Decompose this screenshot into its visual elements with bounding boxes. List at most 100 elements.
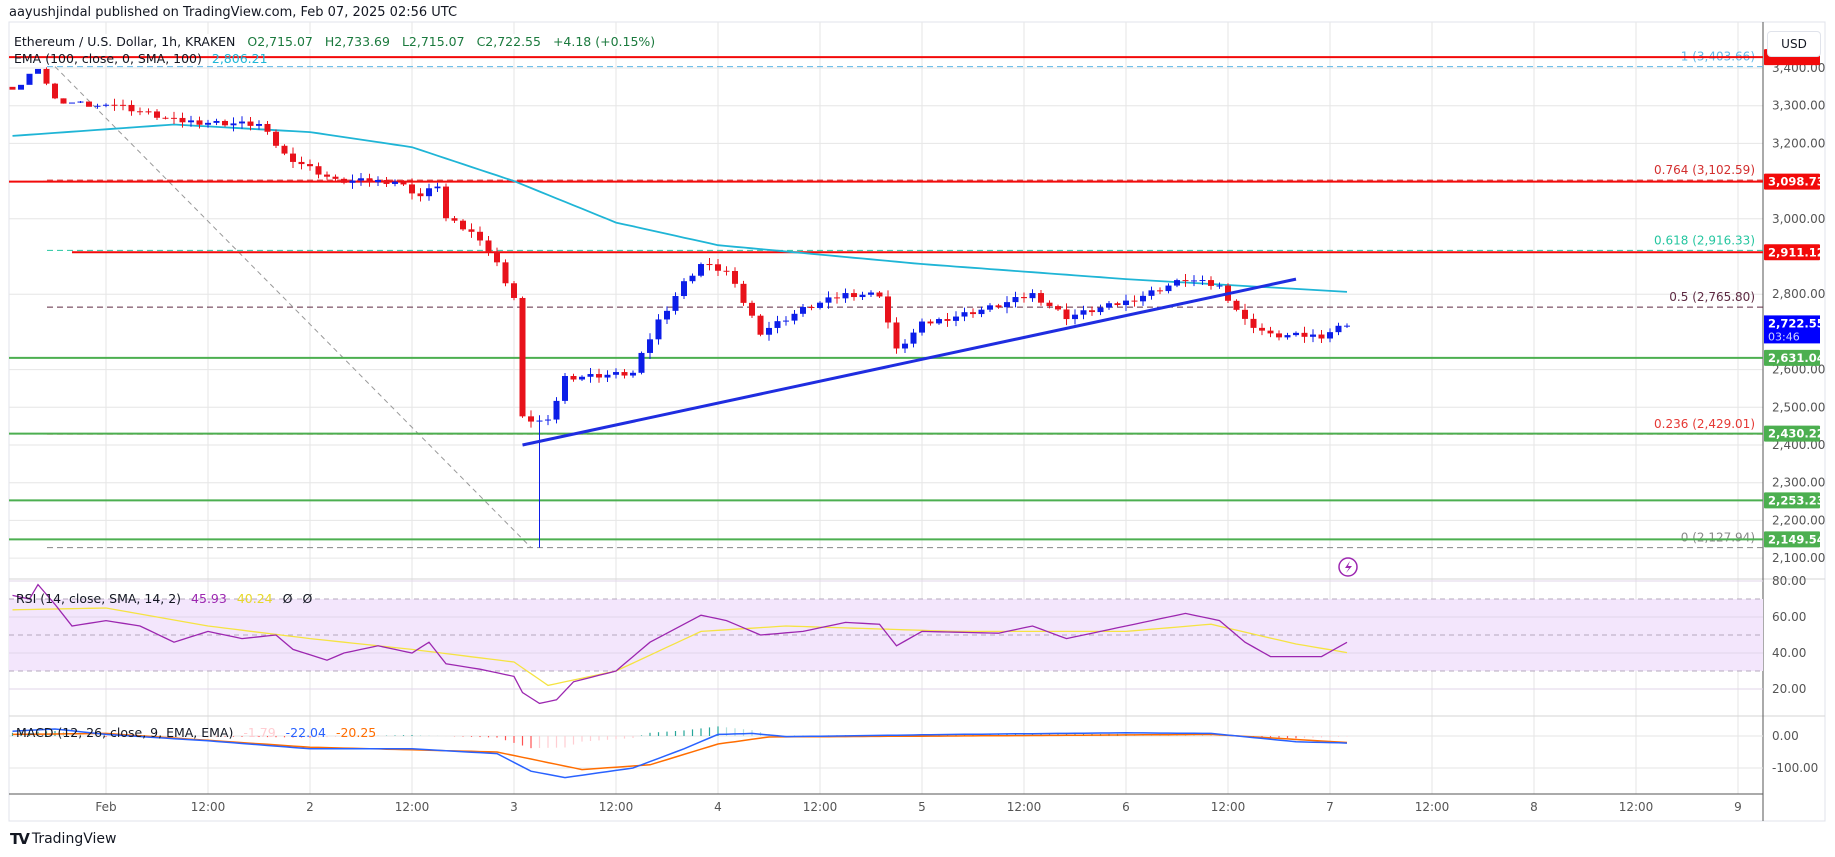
- current-price-label: 2,722.55: [1768, 316, 1825, 330]
- candle-body: [264, 123, 271, 132]
- candle-body: [715, 264, 721, 271]
- candle-body: [69, 102, 75, 104]
- candle-body: [1242, 309, 1248, 319]
- candle-body: [842, 293, 849, 299]
- candle-body: [324, 174, 330, 177]
- macd-legend[interactable]: MACD (12, 26, close, 9, EMA, EMA) -1.79 …: [16, 725, 376, 740]
- candle-body: [103, 104, 109, 106]
- candle-body: [749, 302, 755, 316]
- candle-body: [1021, 297, 1027, 299]
- candle-body: [86, 101, 92, 107]
- brand-name: TradingView: [31, 831, 117, 847]
- time-tick-label: 2: [306, 800, 314, 814]
- candle-body: [1038, 293, 1044, 303]
- rsi-tick-label: 40.00: [1772, 646, 1806, 660]
- level-price-label: 2,149.54: [1768, 532, 1825, 546]
- candle-body: [43, 68, 50, 84]
- candle-body: [307, 164, 313, 167]
- price-tick-label: 3,300.00: [1772, 99, 1825, 113]
- time-tick-label: 6: [1122, 800, 1130, 814]
- candle-body: [1301, 332, 1308, 337]
- candle-body: [400, 181, 407, 185]
- candle-body: [1259, 327, 1265, 331]
- candle-body: [247, 121, 254, 126]
- rsi-sma-line: [12, 607, 1348, 687]
- time-tick-label: 4: [714, 800, 722, 814]
- candle-body: [281, 145, 288, 154]
- fib-level-label: 0.5 (2,765.80): [1669, 290, 1755, 304]
- candle-body: [1327, 332, 1333, 339]
- rsi-tick-label: 20.00: [1772, 682, 1806, 696]
- trend-line: [522, 277, 1297, 447]
- candle-body: [885, 296, 891, 323]
- candle-body: [672, 296, 679, 311]
- candle-body: [60, 98, 67, 104]
- candle-body: [570, 376, 577, 380]
- candle-body: [1267, 330, 1274, 334]
- time-tick-label: 12:00: [1619, 800, 1654, 814]
- candle-body: [604, 374, 611, 378]
- symbol-name[interactable]: Ethereum / U.S. Dollar, 1h, KRAKEN: [14, 34, 236, 49]
- candle-body: [1182, 280, 1189, 282]
- candle-body: [434, 186, 441, 189]
- candle-body: [1165, 285, 1172, 292]
- candle-body: [613, 372, 619, 375]
- candle-body: [1344, 325, 1350, 327]
- rsi-extra-2: Ø: [302, 591, 313, 606]
- candle-body: [757, 315, 764, 335]
- bar-countdown-label: 03:46: [1768, 330, 1800, 343]
- candle-body: [1208, 280, 1214, 286]
- candle-body: [230, 123, 237, 126]
- candle-body: [1293, 332, 1299, 336]
- candle-body: [1046, 302, 1053, 307]
- change-value: +4.18 (+0.15%): [552, 34, 656, 49]
- candle-body: [222, 120, 228, 126]
- candle-body: [511, 283, 517, 298]
- candle-body: [9, 86, 16, 90]
- candle-body: [621, 372, 628, 376]
- rsi-legend[interactable]: RSI (14, close, SMA, 14, 2) 45.93 40.24 …: [16, 591, 312, 606]
- level-price-label: 2,631.04: [1768, 351, 1825, 365]
- candle-body: [477, 231, 483, 241]
- candle-body: [383, 179, 390, 184]
- candle-body: [290, 153, 296, 162]
- candle-body: [774, 321, 781, 328]
- candle-body: [732, 271, 738, 284]
- level-price-label: 3,098.73: [1768, 175, 1825, 189]
- candle-body: [664, 310, 670, 320]
- candle-body: [111, 104, 118, 106]
- level-price-badge: [1764, 244, 1820, 261]
- candle-body: [1029, 293, 1036, 299]
- candle-body: [26, 73, 33, 85]
- candle-body: [740, 283, 747, 303]
- candle-body: [545, 419, 551, 421]
- level-price-badge: [1764, 492, 1820, 509]
- candle-body: [1072, 314, 1078, 320]
- ema-legend[interactable]: EMA (100, close, 0, SMA, 100) 2,806.21: [14, 51, 268, 66]
- rsi-tick-label: 80.00: [1772, 574, 1806, 588]
- candle-body: [919, 321, 925, 333]
- time-tick-label: 12:00: [191, 800, 226, 814]
- candle-body: [808, 307, 815, 309]
- tradingview-brand[interactable]: 𝗧𝗩 TradingView: [10, 830, 116, 848]
- rsi-tick-label: 60.00: [1772, 610, 1806, 624]
- candle-body: [171, 117, 177, 119]
- candle-body: [681, 281, 687, 297]
- candle-body: [1233, 300, 1240, 310]
- candle-body: [766, 327, 772, 335]
- candle-body: [358, 178, 364, 181]
- candle-body: [1310, 334, 1316, 337]
- candle-body: [1335, 325, 1342, 333]
- candle-body: [1276, 333, 1282, 338]
- candle-body: [825, 297, 832, 303]
- candle-body: [128, 104, 135, 112]
- currency-button[interactable]: USD: [1767, 31, 1821, 57]
- time-tick-label: 12:00: [803, 800, 838, 814]
- candle-body: [1012, 297, 1019, 303]
- time-tick-label: 12:00: [395, 800, 430, 814]
- candle-body: [596, 374, 602, 378]
- candle-body: [332, 176, 339, 179]
- candle-body: [553, 400, 560, 420]
- open-value: O2,715.07: [247, 34, 313, 49]
